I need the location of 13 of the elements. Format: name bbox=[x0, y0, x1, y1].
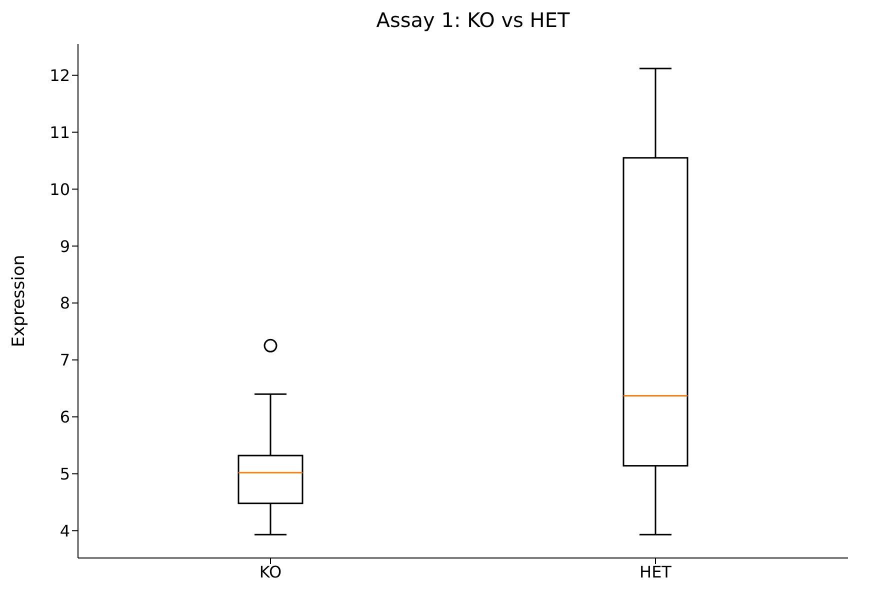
y-tick-label: 4 bbox=[60, 521, 70, 540]
x-tick-label: HET bbox=[640, 562, 672, 582]
y-tick-label: 10 bbox=[50, 180, 70, 199]
y-tick-label: 7 bbox=[60, 350, 70, 370]
y-tick-label: 8 bbox=[60, 294, 70, 313]
y-tick-label: 5 bbox=[60, 464, 70, 484]
y-tick-label: 11 bbox=[50, 122, 70, 142]
y-tick-label: 9 bbox=[60, 236, 70, 256]
chart-title: Assay 1: KO vs HET bbox=[375, 8, 571, 34]
y-tick-label: 12 bbox=[50, 66, 70, 85]
y-axis-title: Expression bbox=[9, 254, 30, 348]
y-tick-label: 6 bbox=[60, 408, 70, 427]
x-tick-label: KO bbox=[259, 562, 282, 582]
